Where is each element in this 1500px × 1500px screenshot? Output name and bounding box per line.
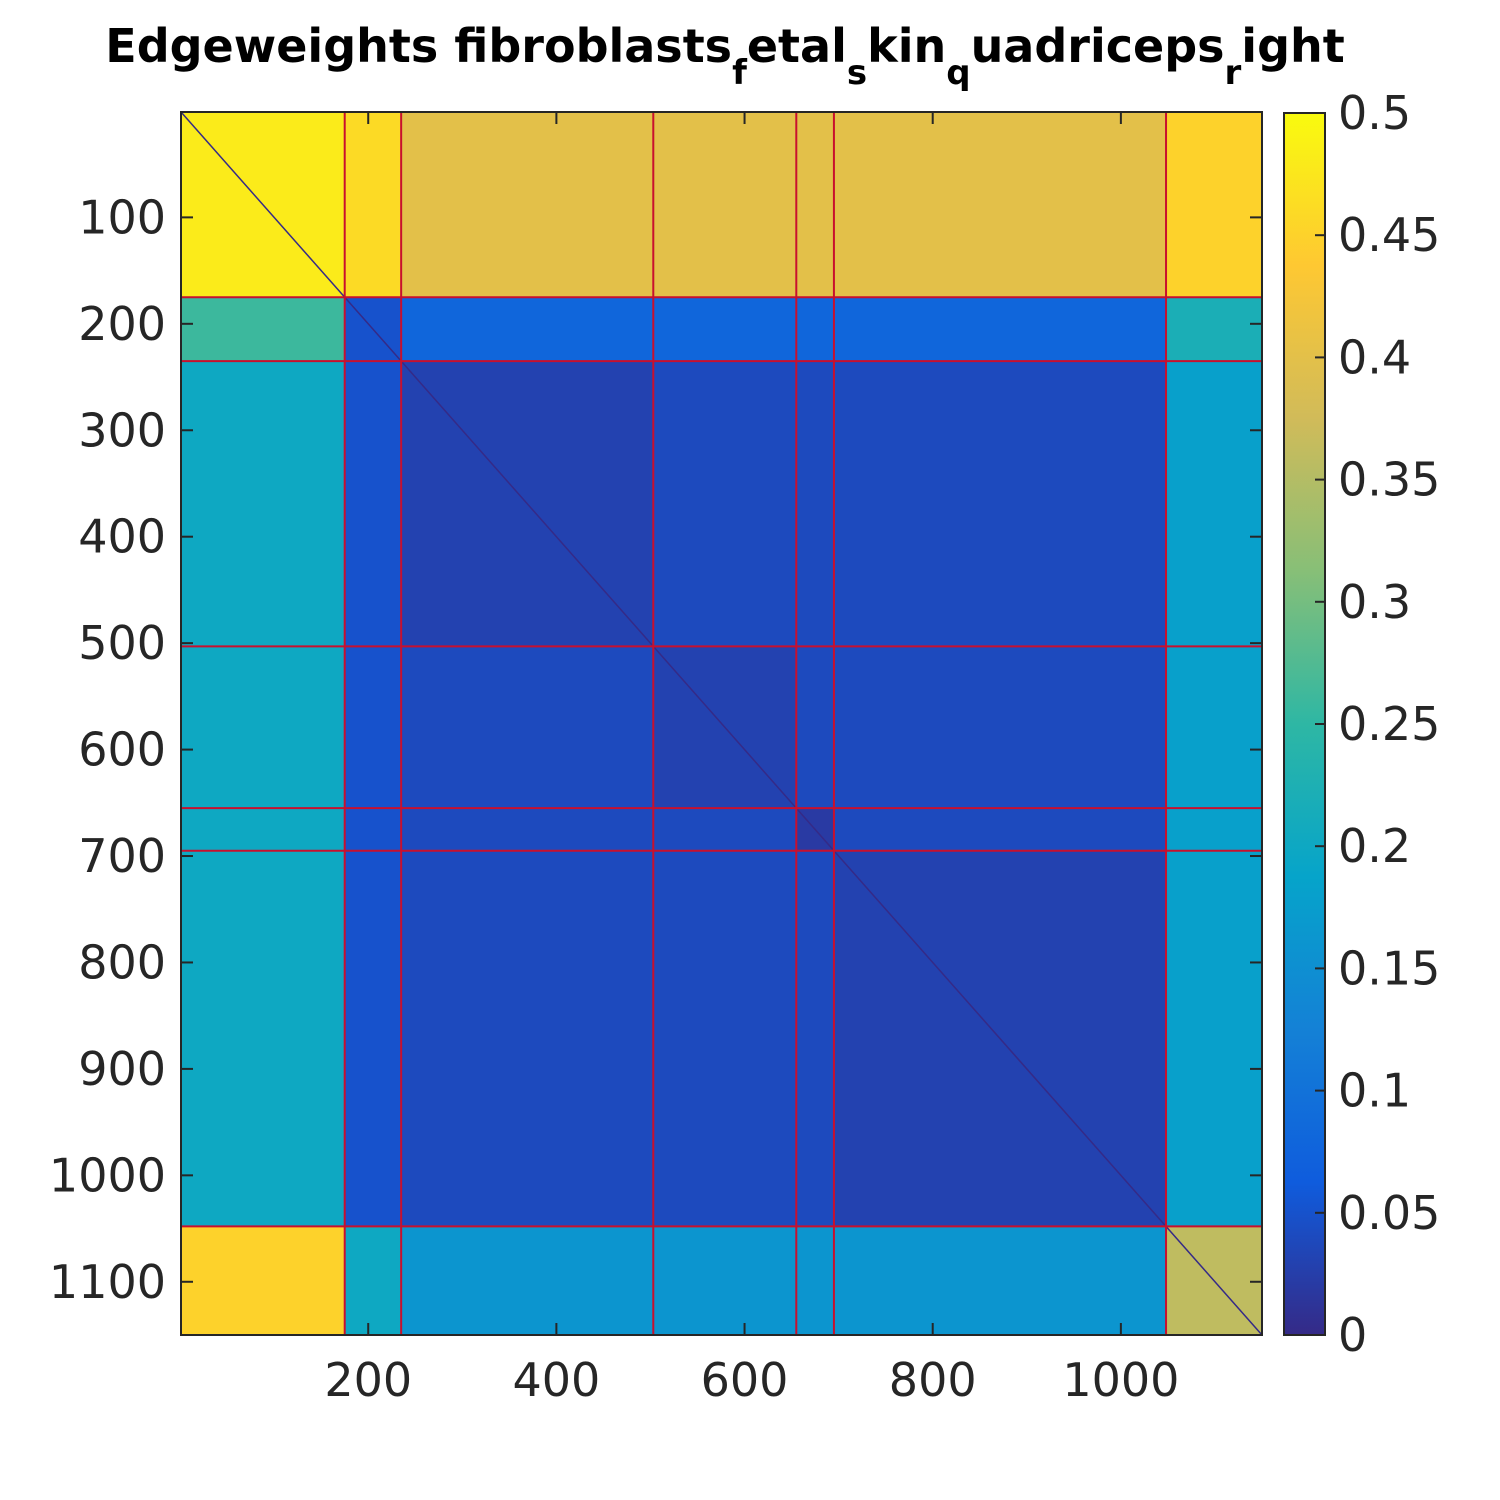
colorbar-tick-label: 0.4: [1338, 330, 1411, 384]
y-tick-label: 700: [78, 829, 166, 883]
y-tick-label: 900: [78, 1042, 166, 1096]
x-tick-label: 800: [889, 1353, 977, 1407]
heatmap-diagonal: [181, 112, 1262, 1335]
heatmap-block: [181, 850, 346, 1227]
title-segment: q: [946, 53, 970, 93]
heatmap-block: [1166, 646, 1262, 809]
colorbar-tick-label: 0.15: [1338, 941, 1440, 995]
heatmap-block: [796, 850, 835, 1227]
heatmap-block: [796, 361, 835, 647]
colorbar-tick-label: 0: [1338, 1308, 1367, 1362]
plot-area-frame: [180, 111, 1263, 1336]
heatmap-block: [653, 1226, 797, 1335]
heatmap-block: [401, 850, 654, 1227]
colorbar-tick-label: 0.5: [1338, 86, 1411, 140]
heatmap-block: [796, 112, 835, 298]
heatmap-image: [181, 112, 1262, 1335]
y-tick-label: 800: [78, 935, 166, 989]
y-tick-label: 1000: [49, 1148, 166, 1202]
heatmap-block: [833, 808, 1167, 852]
y-tick-label: 600: [78, 723, 166, 777]
heatmap-block: [1166, 361, 1262, 647]
heatmap-block: [833, 646, 1167, 809]
heatmap-block: [181, 646, 346, 809]
heatmap-block: [1166, 297, 1262, 362]
colorbar-tick-label: 0.35: [1338, 453, 1440, 507]
colorbar-tick-label: 0.2: [1338, 819, 1411, 873]
heatmap-block: [344, 112, 402, 298]
heatmap-block: [653, 112, 797, 298]
y-tick-label: 400: [78, 510, 166, 564]
chart-title: Edgeweights fibroblastsfetalskinquadrice…: [105, 19, 1344, 93]
heatmap-block: [344, 850, 402, 1227]
heatmap-block: [344, 1226, 402, 1335]
heatmap-block: [344, 361, 402, 647]
x-tick-label: 400: [512, 1353, 600, 1407]
heatmap-block: [344, 646, 402, 809]
y-tick-label: 500: [78, 616, 166, 670]
heatmap-block: [181, 361, 346, 647]
y-tick-label: 200: [78, 297, 166, 351]
heatmap-block: [796, 1226, 835, 1335]
heatmap-block: [344, 808, 402, 852]
colorbar-axis: 0 0.05 0.1 0.15 0.2 0.25 0.3 0.35 0.4 0.45 0.5: [1315, 86, 1440, 1362]
heatmap-block: [653, 850, 797, 1227]
heatmap-block: [401, 112, 654, 298]
y-tick-label: 1100: [49, 1255, 166, 1309]
title-segment: r: [1225, 53, 1242, 93]
heatmap-block: [653, 361, 797, 647]
colorbar-tick-label: 0.1: [1338, 1064, 1411, 1118]
title-segment: etal: [747, 19, 847, 73]
title-segment: kin: [867, 19, 946, 73]
title-segment: Edgeweights fibroblasts: [105, 19, 732, 73]
x-tick-label: 200: [324, 1353, 412, 1407]
heatmap-block: [1166, 850, 1262, 1227]
heatmap-block: [181, 297, 346, 362]
y-axis: 100 200 300 400 500 600 700 800 900 1000 1100: [49, 190, 1262, 1309]
x-tick-label: 600: [701, 1353, 789, 1407]
heatmap-block: [833, 1226, 1167, 1335]
colorbar-tick-label: 0.45: [1338, 208, 1440, 262]
colorbar-tick-label: 0.25: [1338, 697, 1440, 751]
heatmap-block: [1166, 808, 1262, 852]
heatmap-block: [833, 361, 1167, 647]
heatmap-block: [401, 1226, 654, 1335]
title-segment: s: [847, 53, 867, 93]
heatmap-block: [796, 646, 835, 809]
heatmap-block: [833, 297, 1167, 362]
x-axis: 200 400 600 800 1000: [324, 112, 1179, 1407]
colorbar-tick-label: 0.05: [1338, 1186, 1440, 1240]
heatmap-block: [1166, 112, 1262, 298]
colorbar-tick-label: 0.3: [1338, 575, 1411, 629]
title-segment: ight: [1241, 19, 1344, 73]
y-tick-label: 300: [78, 403, 166, 457]
title-segment: f: [732, 53, 748, 93]
heatmap-block: [833, 112, 1167, 298]
heatmap-block: [653, 808, 797, 852]
heatmap-block: [653, 297, 797, 362]
y-tick-label: 100: [78, 190, 166, 244]
cluster-boundaries: [181, 112, 1262, 1335]
colorbar: [1283, 112, 1326, 1336]
x-tick-label: 1000: [1062, 1353, 1179, 1407]
heatmap-block: [796, 297, 835, 362]
heatmap-block: [401, 297, 654, 362]
title-segment: uadriceps: [971, 19, 1225, 73]
heatmap-block: [181, 808, 346, 852]
heatmap-block: [401, 808, 654, 852]
heatmap-block: [181, 1226, 346, 1335]
heatmap-block: [401, 646, 654, 809]
